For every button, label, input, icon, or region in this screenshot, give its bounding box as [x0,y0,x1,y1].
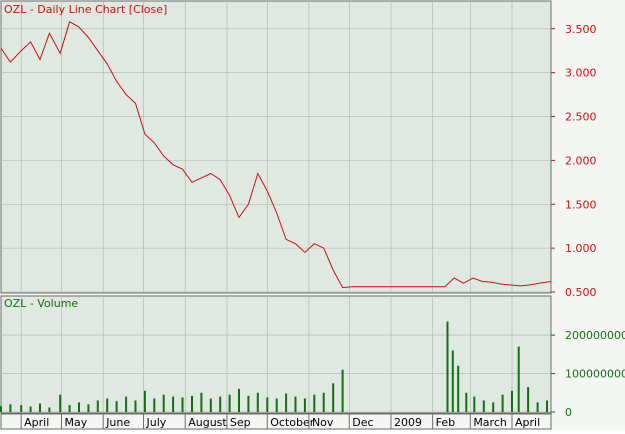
volume-bar [446,321,449,412]
volume-bar [181,397,184,412]
volume-bar [511,390,513,412]
volume-bar [536,402,539,412]
volume-bar [294,396,297,412]
price-tick-label: 0.500 [565,286,597,299]
volume-y-axis: 200000000 100000000 0 [551,329,625,419]
price-plot-area [0,0,552,294]
volume-bar [256,392,259,412]
volume-bar [29,406,32,412]
x-axis-label: March [473,416,507,429]
price-chart-title: OZL - Daily Line Chart [Close] [4,3,167,16]
x-axis-label: July [146,416,167,429]
volume-bar [451,350,454,412]
price-tick-label: 3.000 [565,67,597,80]
volume-bar [48,407,51,412]
volume-bar [0,406,2,412]
x-axis-label: August [188,416,227,429]
volume-bar [473,396,476,412]
price-tick-label: 1.000 [565,242,597,255]
x-axis-label: Dec [352,416,373,429]
volume-bar [341,369,344,412]
volume-bar [191,395,193,412]
x-axis-label: April [515,416,540,429]
x-axis-label: May [65,416,88,429]
volume-plot-area [0,295,552,414]
x-axis-label: Feb [436,416,455,429]
volume-bar [20,405,23,412]
volume-bar [200,392,203,412]
volume-bar [322,392,325,412]
volume-bar [492,402,495,412]
volume-bar [68,405,71,412]
price-tick-label: 2.500 [565,111,597,124]
price-series-line [0,21,552,289]
volume-bar [517,346,520,412]
volume-bar [501,394,504,412]
volume-bar [332,383,335,412]
x-axis-strip [0,413,552,430]
price-tick-label: 3.500 [565,23,597,36]
volume-bar [162,394,165,412]
volume-bar [482,400,485,412]
volume-bar [106,398,109,412]
volume-bar [87,404,90,412]
volume-tick-label: 200000000 [565,329,625,342]
volume-bar [143,390,146,412]
volume-bar [125,396,128,412]
volume-bar [313,394,316,412]
volume-bar [172,396,175,412]
volume-bar [134,400,137,412]
volume-bar [546,400,548,412]
volume-chart-title: OZL - Volume [4,297,78,310]
volume-bar [285,393,288,412]
x-axis-label: June [105,416,130,429]
volume-bar [303,398,306,412]
volume-bar [457,365,460,412]
volume-bar [247,395,250,412]
volume-bar [78,402,80,412]
volume-bar [9,404,12,412]
volume-bar [465,392,468,412]
volume-bar [115,401,118,412]
volume-bar [59,394,62,412]
volume-bar [275,398,278,412]
volume-tick-label: 100000000 [565,368,625,381]
volume-bar [266,397,269,412]
price-tick-label: 2.000 [565,154,597,167]
x-axis-label: April [24,416,49,429]
volume-bar [96,400,99,412]
volume-bars [0,321,548,412]
volume-bar [209,398,212,412]
volume-bar [238,388,240,412]
price-panel: 3.500 3.000 2.500 2.000 1.500 1.000 0.500 OZL … [0,0,597,299]
price-y-axis: 3.500 3.000 2.500 2.000 1.500 1.000 0.500 [551,23,597,299]
x-axis-label: Sep [230,416,251,429]
volume-bar [228,394,231,412]
volume-bar [39,403,41,412]
x-axis-label: 2009 [394,416,422,429]
x-axis-label: Nov [312,416,334,429]
volume-bar [219,396,222,412]
x-axis-label: October [270,416,314,429]
volume-bar [153,398,156,412]
volume-tick-label: 0 [565,406,572,419]
volume-panel: 200000000 100000000 0 OZL - Volume [0,295,625,419]
volume-bar [527,387,530,412]
price-tick-label: 1.500 [565,198,597,211]
